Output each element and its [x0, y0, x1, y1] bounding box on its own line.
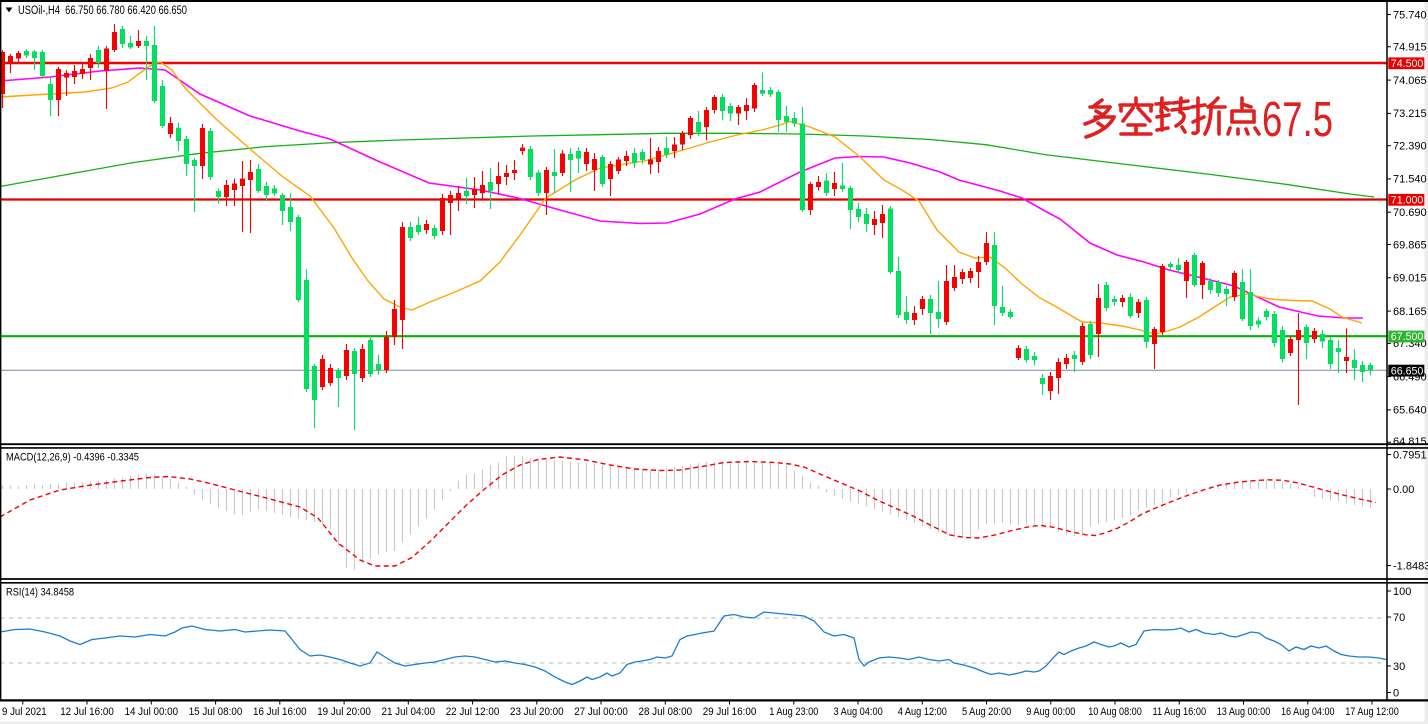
- svg-text:9 Jul 2021: 9 Jul 2021: [2, 706, 47, 718]
- svg-text:1 Aug 23:00: 1 Aug 23:00: [769, 706, 818, 718]
- svg-text:69.015: 69.015: [1393, 273, 1427, 285]
- svg-text:11 Aug 16:00: 11 Aug 16:00: [1153, 706, 1207, 718]
- svg-text:69.865: 69.865: [1393, 239, 1427, 251]
- svg-text:0: 0: [1393, 687, 1399, 699]
- svg-text:27 Jul 00:00: 27 Jul 00:00: [574, 706, 628, 718]
- svg-text:13 Aug 00:00: 13 Aug 00:00: [1217, 706, 1271, 718]
- svg-text:RSI(14) 34.8458: RSI(14) 34.8458: [6, 587, 74, 599]
- svg-text:5 Aug 20:00: 5 Aug 20:00: [962, 706, 1011, 718]
- svg-text:16 Aug 04:00: 16 Aug 04:00: [1281, 706, 1335, 718]
- svg-text:0.00: 0.00: [1393, 484, 1414, 496]
- svg-text:-1.8483: -1.8483: [1393, 560, 1428, 572]
- svg-text:64.815: 64.815: [1393, 436, 1427, 448]
- svg-text:28 Jul 08:00: 28 Jul 08:00: [639, 706, 693, 718]
- svg-text:70.690: 70.690: [1393, 207, 1427, 219]
- svg-text:22 Jul 12:00: 22 Jul 12:00: [446, 706, 500, 718]
- svg-text:19 Jul 20:00: 19 Jul 20:00: [317, 706, 371, 718]
- svg-text:14 Jul 00:00: 14 Jul 00:00: [125, 706, 179, 718]
- svg-text:71.540: 71.540: [1393, 174, 1427, 186]
- svg-text:72.390: 72.390: [1393, 141, 1427, 153]
- svg-text:65.640: 65.640: [1393, 405, 1427, 417]
- svg-text:67.500: 67.500: [1391, 331, 1424, 343]
- svg-text:0.7951: 0.7951: [1393, 449, 1427, 461]
- svg-text:74.065: 74.065: [1393, 75, 1427, 87]
- svg-text:67.5: 67.5: [1262, 93, 1333, 147]
- svg-text:75.740: 75.740: [1393, 9, 1427, 21]
- svg-text:70: 70: [1393, 612, 1405, 624]
- svg-text:17 Aug 12:00: 17 Aug 12:00: [1345, 706, 1399, 718]
- svg-text:73.215: 73.215: [1393, 108, 1427, 120]
- svg-text:30: 30: [1393, 661, 1405, 673]
- svg-text:15 Jul 08:00: 15 Jul 08:00: [189, 706, 243, 718]
- svg-text:MACD(12,26,9) -0.4396 -0.3345: MACD(12,26,9) -0.4396 -0.3345: [6, 452, 139, 464]
- svg-text:66.650: 66.650: [1391, 365, 1424, 377]
- svg-text:3 Aug 04:00: 3 Aug 04:00: [834, 706, 883, 718]
- svg-text:74.500: 74.500: [1391, 58, 1424, 70]
- svg-text:10 Aug 08:00: 10 Aug 08:00: [1088, 706, 1142, 718]
- svg-text:16 Jul 16:00: 16 Jul 16:00: [253, 706, 307, 718]
- svg-text:21 Jul 04:00: 21 Jul 04:00: [382, 706, 436, 718]
- svg-text:29 Jul 16:00: 29 Jul 16:00: [703, 706, 757, 718]
- svg-text:100: 100: [1393, 586, 1411, 598]
- svg-text:4 Aug 12:00: 4 Aug 12:00: [898, 706, 947, 718]
- svg-text:74.915: 74.915: [1393, 42, 1427, 54]
- svg-text:9 Aug 00:00: 9 Aug 00:00: [1026, 706, 1075, 718]
- svg-text:68.165: 68.165: [1393, 306, 1427, 318]
- svg-text:USOil-,H4 66.750 66.780 66.42: USOil-,H4 66.750 66.780 66.420 66.650: [18, 5, 187, 17]
- svg-text:12 Jul 16:00: 12 Jul 16:00: [60, 706, 114, 718]
- svg-text:23 Jul 20:00: 23 Jul 20:00: [510, 706, 564, 718]
- svg-text:71.000: 71.000: [1391, 195, 1424, 207]
